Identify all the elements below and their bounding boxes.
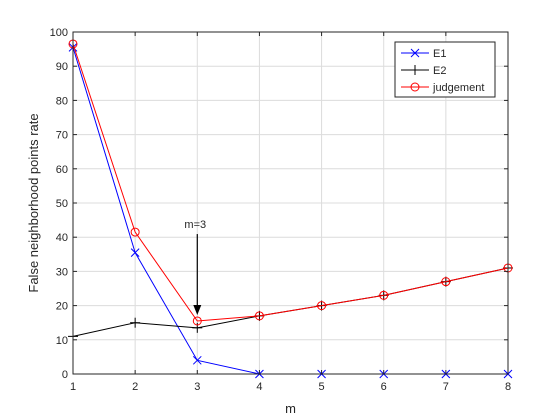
legend-entry-e2: E2 <box>401 65 446 77</box>
x-tick-label: 3 <box>194 381 200 393</box>
legend-label: E1 <box>433 48 446 60</box>
y-tick-label: 80 <box>56 95 68 107</box>
x-tick-label: 1 <box>70 381 76 393</box>
y-tick-label: 10 <box>56 335 68 347</box>
data-point-e1-stroke <box>130 248 140 257</box>
x-tick-label: 7 <box>443 381 449 393</box>
legend-swatch-marker <box>410 65 420 75</box>
y-tick-label: 90 <box>56 61 68 73</box>
data-point-judgement <box>379 290 389 300</box>
annotation-label: m=3 <box>184 219 206 231</box>
x-tick-label: 5 <box>319 381 325 393</box>
legend-swatch-marker <box>410 82 420 92</box>
data-point-e1 <box>130 248 140 257</box>
annotations: m=3 <box>184 219 206 315</box>
legend-entry-judgement: judgement <box>401 82 484 94</box>
legend-swatch-marker-stroke <box>410 48 420 58</box>
annotation-arrow-head <box>193 304 202 315</box>
legend: E1 E2 judgement <box>394 41 496 98</box>
y-tick-label: 60 <box>56 164 68 176</box>
series-line-judgement <box>72 43 509 322</box>
legend-label: E2 <box>433 65 446 77</box>
y-tick-label: 50 <box>56 198 68 210</box>
data-point-e2 <box>130 317 141 328</box>
data-point-judgement <box>317 301 327 311</box>
legend-entry-e1: E1 <box>401 48 446 60</box>
data-point-e1 <box>192 355 202 365</box>
data-point-e1-stroke <box>192 355 202 365</box>
y-tick-label: 30 <box>56 266 68 278</box>
data-point-judgement <box>441 277 451 287</box>
y-tick-label: 40 <box>56 232 68 244</box>
data-point-judgement <box>192 316 202 326</box>
x-tick-label: 8 <box>505 381 511 393</box>
legend-label: judgement <box>432 82 484 94</box>
series-judgement <box>68 39 513 326</box>
x-tick-label: 4 <box>256 381 262 393</box>
y-tick-label: 0 <box>62 369 68 381</box>
legend-swatch-marker <box>410 48 420 58</box>
y-axis-label: False neighborhood points rate <box>26 113 41 292</box>
y-tick-label: 70 <box>56 130 68 142</box>
x-axis-label: m <box>285 401 296 416</box>
data-point-judgement <box>130 227 140 237</box>
y-tick-label: 20 <box>56 301 68 313</box>
x-tick-label: 6 <box>381 381 387 393</box>
x-tick-label: 2 <box>132 381 138 393</box>
data-point-judgement <box>254 311 264 321</box>
y-tick-label: 100 <box>50 27 68 39</box>
